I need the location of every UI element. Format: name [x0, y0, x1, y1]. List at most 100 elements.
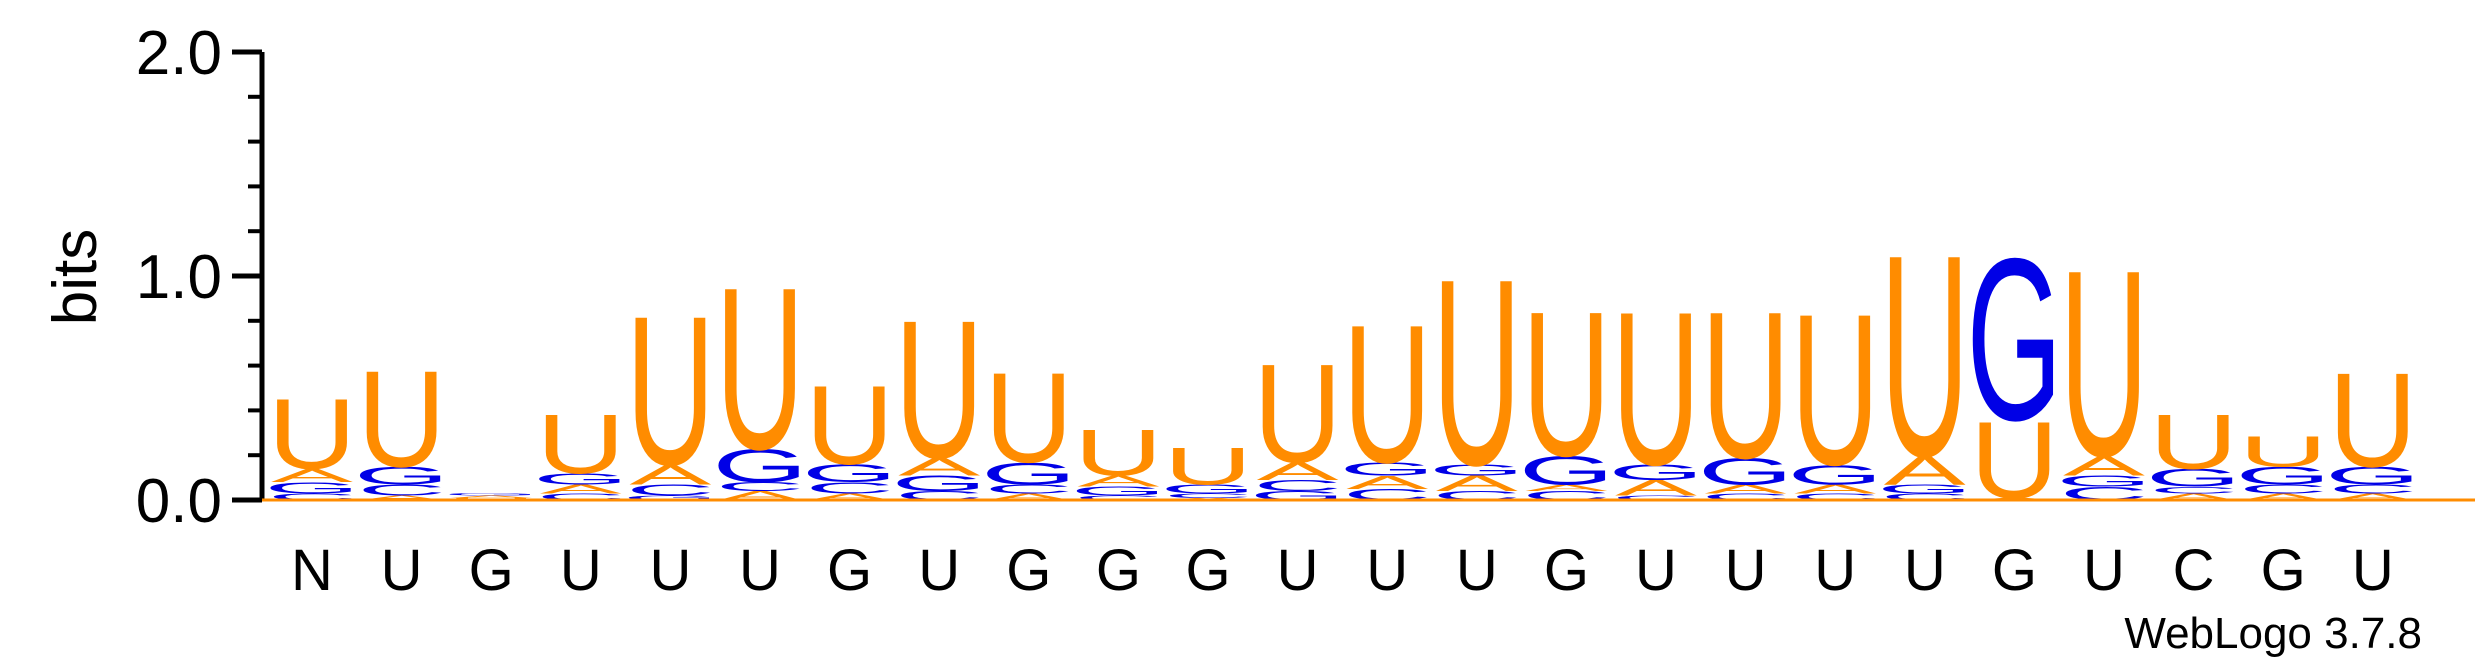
logo-letter-u: U [626, 272, 715, 510]
logo-letter-u: U [1343, 283, 1432, 504]
logo-letter-g: G [802, 460, 898, 488]
logo-letter-c: C [268, 492, 357, 502]
logo-letter-c: C [1253, 477, 1342, 494]
y-tick-label: 2.0 [136, 19, 222, 88]
logo-letter-c: C [2328, 482, 2417, 496]
logo-letter-g: G [264, 479, 360, 496]
x-tick-label: G [1544, 538, 1589, 603]
y-ticks: 0.0 1.0 2.0 [136, 19, 262, 536]
x-tick-label: C [2173, 538, 2215, 603]
x-tick-label: U [649, 538, 691, 603]
logo-letter-a: A [1077, 472, 1160, 489]
logo-letter-g: G [1071, 484, 1167, 498]
logo-letter-c: C [357, 481, 446, 498]
x-tick-label: G [1185, 538, 1230, 603]
logo-letter-g: G [712, 440, 808, 492]
logo-letter-g: G [1608, 460, 1704, 485]
logo-letter-g: G [533, 470, 629, 487]
logo-letter-a: A [2153, 492, 2235, 502]
logo-letter-g: G [1160, 482, 1256, 496]
logo-letter-a: A [450, 495, 532, 498]
logo-letter-u: U [1164, 437, 1253, 497]
logo-letter-u: U [1612, 266, 1701, 511]
x-tick-label: U [1725, 538, 1767, 603]
logo-letter-c: C [1612, 494, 1701, 501]
logo-letter-g: G [1429, 461, 1525, 478]
logo-letter-a: A [271, 465, 353, 486]
logo-letter-a: A [988, 492, 1070, 502]
x-tick-label: U [2352, 538, 2394, 603]
logo-letter-g: G [981, 456, 1077, 491]
logo-letter-g: G [1339, 458, 1435, 479]
y-tick-label: 0.0 [136, 467, 222, 536]
x-tick-label: U [1904, 538, 1946, 603]
logo-letter-a: A [2242, 492, 2324, 502]
logo-letter-c: C [984, 482, 1073, 496]
logo-letter-u: U [357, 342, 446, 496]
x-tick-label: U [2083, 538, 2125, 603]
y-axis-label: bits [41, 229, 110, 325]
logo-letter-u: U [2060, 214, 2149, 512]
logo-letter-g: G [891, 471, 987, 496]
logo-letter-g: G [443, 493, 539, 496]
logo-letter-u: U [2239, 427, 2328, 476]
logo-letter-a: A [1705, 482, 1788, 496]
logo-letter-c: C [805, 479, 894, 496]
logo-letter-c: C [626, 481, 715, 498]
logo-letter-a: A [1346, 472, 1428, 493]
logo-letter-g: G [1877, 482, 1973, 496]
logo-letter-u: U [268, 378, 357, 490]
logo-letter-g: G [1698, 451, 1794, 493]
logo-letter-c: C [1880, 492, 1969, 502]
x-tick-label: U [1635, 538, 1677, 603]
logo-letter-a: A [1257, 457, 1339, 485]
logo-letter-u: U [1880, 195, 1969, 516]
logo-letter-a: A [629, 459, 712, 491]
weblogo-credit: WebLogo 3.7.8 [2124, 609, 2422, 658]
x-tick-label: N [291, 538, 333, 603]
logo-column: AUG [1967, 211, 2063, 522]
logo-letter-c: C [536, 492, 625, 502]
logo-letter-u: U [1253, 335, 1342, 493]
logo-letter-u: U [2149, 398, 2238, 485]
logo-letter-g: G [623, 494, 719, 501]
logo-letter-a: A [2332, 492, 2414, 502]
logo-letter-g: G [1519, 448, 1615, 493]
logo-letter-u: U [895, 279, 984, 500]
logo-letter-a: A [540, 482, 623, 496]
logo-letter-g: G [2146, 464, 2242, 492]
y-tick-label: 1.0 [136, 243, 222, 312]
logo-letter-a: A [1525, 483, 1607, 493]
logo-letter-u: U [2328, 345, 2417, 495]
x-tick-label: U [1366, 538, 1408, 603]
logo-letter-g: G [1787, 459, 1883, 491]
logo-letter-c: C [716, 480, 805, 494]
logo-letter-a: A [1794, 482, 1877, 496]
logo-letter-u: U [1432, 223, 1521, 521]
logo-letter-a: A [2063, 450, 2146, 482]
logo-letter-u: U [536, 398, 625, 492]
logo-letter-a: A [898, 453, 980, 481]
logo-letter-u: U [1791, 270, 1880, 511]
logo-letter-c: C [1164, 492, 1253, 499]
logo-letter-c: C [1701, 492, 1790, 502]
logo-letter-c: C [1074, 494, 1163, 501]
x-tick-label: U [1814, 538, 1856, 603]
logo-letter-u: U [716, 240, 805, 499]
